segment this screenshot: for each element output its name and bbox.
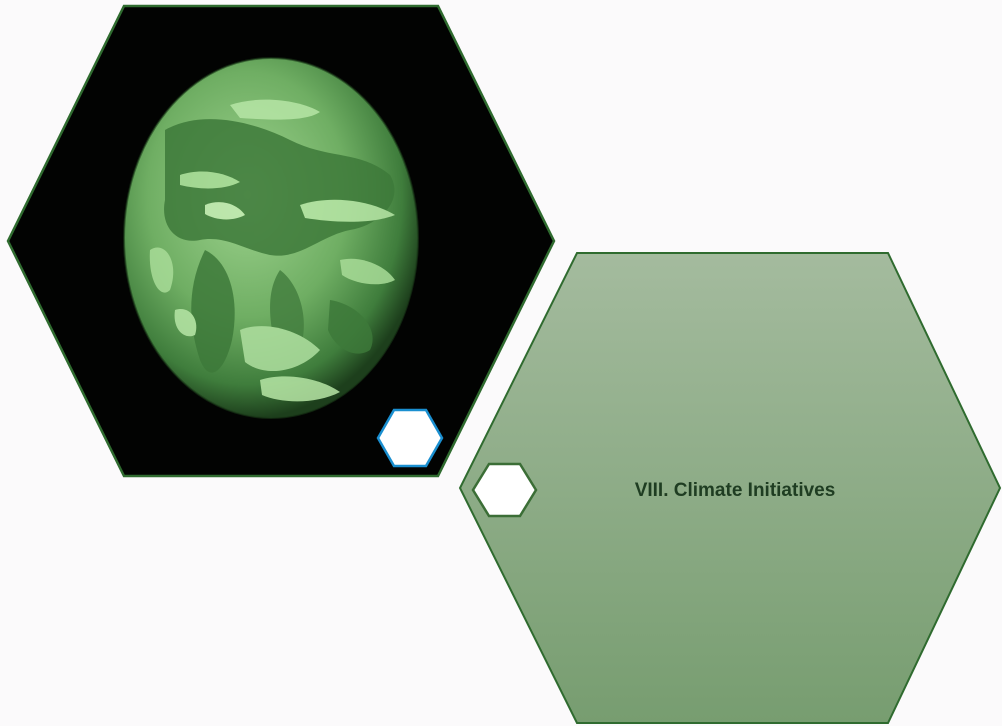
earth-globe-image (123, 57, 419, 419)
title-panel-hexagon (458, 252, 1002, 724)
badge-hexagon-green (471, 462, 538, 518)
image-hexagon (6, 4, 556, 478)
badge-hexagon-blue (376, 408, 444, 468)
section-title: VIII. Climate Initiatives (635, 480, 836, 501)
title-panel: VIII. Climate Initiatives (458, 252, 1002, 724)
